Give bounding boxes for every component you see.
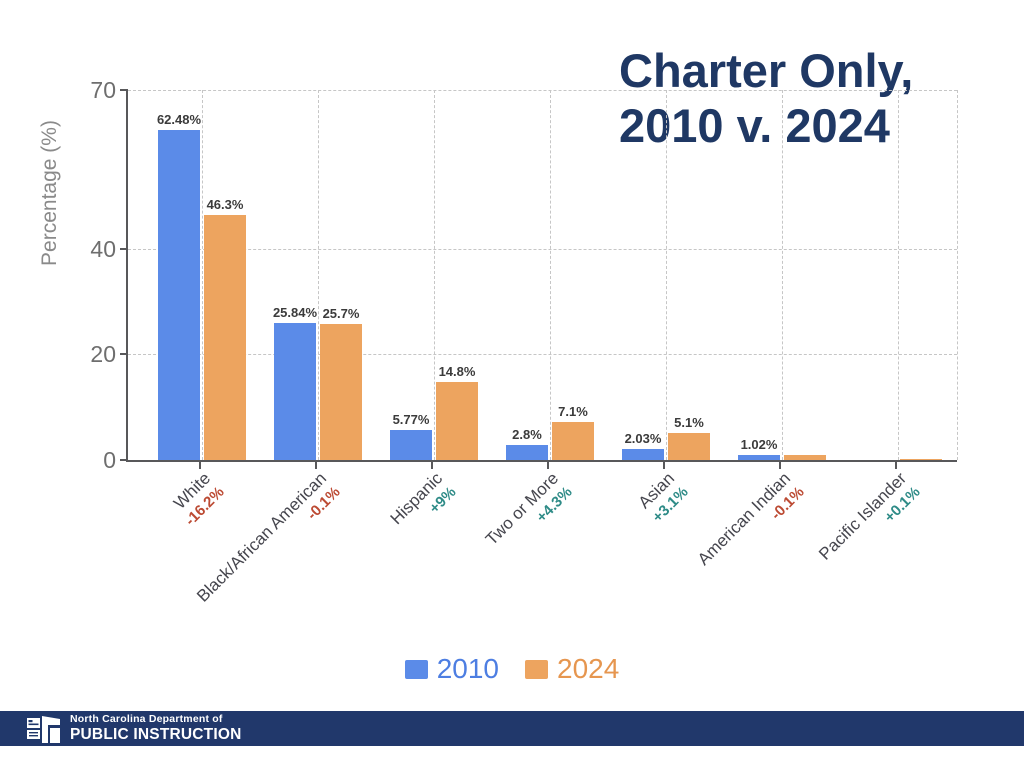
legend-swatch-2024 xyxy=(525,659,548,679)
vertical-gridline xyxy=(434,90,435,460)
vertical-gridline xyxy=(550,90,551,460)
category-label: Pacific Islander xyxy=(815,468,911,564)
bar-2024-hispanic xyxy=(436,381,478,460)
y-axis-tick xyxy=(120,353,128,356)
bar-value-label: 14.8% xyxy=(438,363,476,379)
bar-value-label: 46.3% xyxy=(206,197,244,213)
bar-value-label: 62.48% xyxy=(156,111,202,127)
x-axis-tick xyxy=(663,462,665,469)
bar-2010-hispanic xyxy=(390,429,432,460)
category-label: Two or More xyxy=(481,468,563,549)
bar-value-label: 2.03% xyxy=(624,431,662,447)
y-tick-label: 20 xyxy=(90,341,116,368)
bar-2024-two-or-more xyxy=(552,422,594,460)
legend-swatch-2010 xyxy=(404,659,428,679)
horizontal-gridline xyxy=(128,90,957,91)
bar-2024-white xyxy=(204,215,246,460)
category-label: American Indian xyxy=(693,468,795,570)
legend-label-2010: 2010 xyxy=(436,653,499,684)
change-label: +4.3% xyxy=(533,483,576,527)
change-label: +9% xyxy=(426,483,460,518)
legend-label-2024: 2024 xyxy=(557,653,620,684)
vertical-gridline xyxy=(202,90,203,460)
x-axis-tick xyxy=(315,462,317,469)
bar-value-label: 25.84% xyxy=(272,305,318,321)
plot-right-boundary xyxy=(957,90,958,460)
x-axis xyxy=(126,462,955,470)
category-label: Hispanic xyxy=(386,468,447,529)
legend-item-2010: 2010 xyxy=(404,653,499,685)
bar-2024-asian xyxy=(668,433,710,460)
x-tick-label: Pacific Islander +0.1% xyxy=(712,468,925,681)
vertical-gridline xyxy=(898,90,899,460)
category-label: Black/African American xyxy=(193,468,331,606)
category-label: Asian xyxy=(634,468,679,513)
y-tick-label: 40 xyxy=(90,235,116,262)
change-label: +0.1% xyxy=(881,483,924,527)
page-title-line1: Charter Only, xyxy=(619,44,914,97)
x-tick-label: Asian +3.1% xyxy=(480,468,693,681)
x-axis-tick xyxy=(431,462,433,469)
y-axis-tick xyxy=(120,247,128,250)
y-tick-label: 70 xyxy=(90,77,116,103)
x-axis-tick xyxy=(895,462,897,469)
x-tick-label: American Indian -0.1% xyxy=(596,468,809,681)
bar-2024-pacific-islander xyxy=(900,459,942,460)
footer-org-name: North Carolina Department of PUBLIC INST… xyxy=(70,712,242,743)
x-axis-tick xyxy=(779,462,781,469)
change-label: -0.1% xyxy=(767,483,808,524)
footer-org-line1: North Carolina Department of xyxy=(70,712,223,725)
footer-org-line2: PUBLIC INSTRUCTION xyxy=(70,725,242,743)
x-tick-label: Black/African American -0.1% xyxy=(132,468,345,681)
bar-value-label: 2.8% xyxy=(512,427,542,443)
vertical-gridline xyxy=(666,90,667,460)
bar-value-label: 25.7% xyxy=(322,306,360,322)
change-label: -16.2% xyxy=(182,483,228,530)
bar-value-label: 5.1% xyxy=(674,415,704,431)
category-label: White xyxy=(169,468,215,513)
y-axis-tick xyxy=(120,89,128,91)
bar-value-label: 1.02% xyxy=(740,436,778,452)
plot-area: 62.48% 46.3% 25.84% 25.7% 5.77% 14.8% 2.8% 7.1%… xyxy=(126,90,958,462)
page-title-line2: 2010 v. 2024 xyxy=(619,98,890,152)
y-axis: 0 20 40 70 xyxy=(0,77,128,473)
bar-2010-asian xyxy=(622,449,664,460)
x-tick-label: Hispanic +9% xyxy=(248,468,461,681)
y-tick-label: 0 xyxy=(103,447,116,473)
vertical-gridline xyxy=(318,90,319,460)
horizontal-gridline xyxy=(128,354,957,356)
horizontal-gridline xyxy=(128,248,957,250)
footer-bar: North Carolina Department of PUBLIC INST… xyxy=(0,711,1024,746)
vertical-gridline xyxy=(782,90,783,460)
chart-legend: 2010 2024 xyxy=(0,653,1024,685)
page-title: Charter Only, 2010 v. 2024 xyxy=(619,44,1009,154)
bar-2010-white xyxy=(158,129,200,460)
bar-2024-american-indian xyxy=(784,455,826,460)
bar-value-label: 5.77% xyxy=(392,411,430,427)
bar-2010-american-indian xyxy=(738,454,780,460)
legend-item-2024: 2024 xyxy=(525,653,619,685)
ncdpi-logo-icon xyxy=(27,715,61,743)
change-label: -0.1% xyxy=(303,483,344,524)
x-axis-tick xyxy=(547,462,549,469)
x-tick-label: Two or More +4.3% xyxy=(364,468,577,681)
y-axis-tick xyxy=(120,459,128,461)
bar-value-label: 7.1% xyxy=(558,404,588,420)
bar-2010-black-african-american xyxy=(274,323,316,460)
x-tick-label: White -16.2% xyxy=(16,468,229,681)
x-axis-tick xyxy=(199,462,201,469)
bar-2024-black-african-american xyxy=(320,324,362,460)
bar-2010-two-or-more xyxy=(506,445,548,460)
change-label: +3.1% xyxy=(649,483,692,527)
